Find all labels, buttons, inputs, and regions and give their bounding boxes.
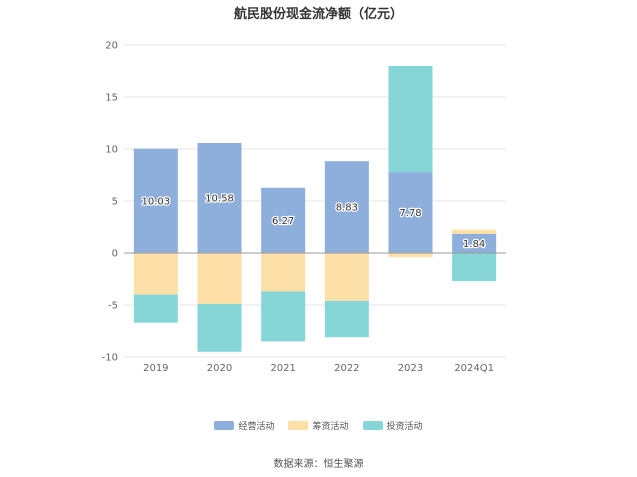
bar-segment (197, 142, 242, 253)
bar-segment (133, 253, 178, 295)
bar-segment (261, 291, 306, 342)
bar-segment (261, 253, 306, 292)
x-tick-label: 2019 (143, 363, 168, 374)
y-tick-label: 20 (105, 41, 118, 52)
bar-segment (133, 294, 178, 323)
legend-swatch (288, 421, 309, 430)
data-label: 1.84 (463, 239, 485, 250)
legend-label: 筹资活动 (312, 422, 349, 432)
data-labels: 10.03 10.58 6.27 8.83 7.78 1.84 (140, 192, 486, 251)
legend-swatch (362, 421, 383, 430)
y-tick-label: -10 (102, 353, 118, 364)
bar-segment (133, 148, 178, 253)
legend-swatch (214, 421, 235, 430)
y-tick-label: -5 (108, 301, 118, 312)
grid-lines (124, 44, 506, 358)
bar-segment (452, 233, 497, 253)
legend-label: 投资活动 (386, 422, 423, 432)
y-tick-label: 5 (112, 197, 118, 208)
data-label: 10.03 (142, 196, 171, 207)
legend-item[interactable]: 投资活动 (362, 419, 423, 432)
bar-segment (324, 253, 369, 301)
legend-label: 经营活动 (238, 422, 275, 432)
data-label: 10.58 (205, 193, 234, 204)
y-tick-label: 0 (112, 249, 118, 260)
bar-segment (197, 303, 242, 352)
x-tick-label: 2021 (270, 363, 295, 374)
y-tick-label: 15 (105, 93, 118, 104)
bar-segment (388, 172, 433, 253)
bar-segment (388, 66, 433, 173)
bar-segment (388, 253, 433, 258)
y-tick-label: 10 (105, 145, 118, 156)
legend-item[interactable]: 经营活动 (214, 419, 274, 432)
bar-segment (452, 229, 497, 234)
x-tick-label: 2022 (334, 363, 359, 374)
x-tick-label: 2020 (207, 363, 232, 374)
legend-item[interactable]: 筹资活动 (288, 419, 349, 432)
x-tick-label: 2024Q1 (454, 363, 494, 374)
x-axis-ticks: 2019 2020 2021 2022 2023 2024Q1 (143, 363, 494, 374)
x-tick-label: 2023 (398, 363, 423, 374)
source-note: 数据来源：恒生聚源 (273, 459, 364, 470)
chart-title: 航民股份现金流净额（亿元） (233, 7, 403, 22)
data-label: 6.27 (272, 216, 294, 227)
bar-segment (324, 161, 369, 253)
bars (133, 66, 497, 352)
bar-segment (452, 253, 497, 282)
bar-segment (261, 187, 306, 253)
y-axis-ticks: 20 15 10 5 0 -5 -10 (102, 41, 118, 364)
data-label: 8.83 (336, 203, 358, 214)
bar-segment (324, 300, 369, 338)
legend: 经营活动 筹资活动 投资活动 (0, 419, 637, 432)
bar-segment (197, 253, 242, 304)
data-label: 7.78 (399, 208, 421, 219)
